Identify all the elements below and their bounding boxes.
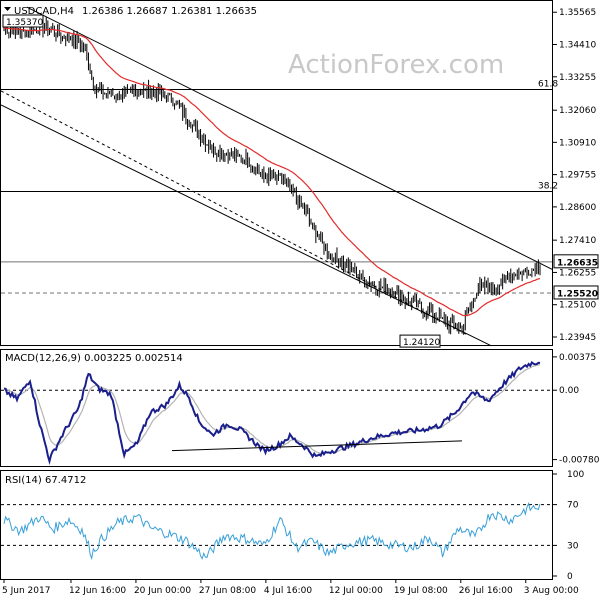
- price-label-text: 1.26635: [557, 258, 598, 268]
- rsi-line: [3, 502, 541, 561]
- price-label-box: [553, 285, 599, 300]
- macd-trendline: [171, 440, 463, 452]
- price-annotation-box: [2, 14, 44, 28]
- price-annotation-text: 1.35370: [6, 18, 43, 28]
- x-tick-label: 19 Jul 08:00: [394, 586, 448, 596]
- price-annotation-box: [399, 334, 441, 348]
- rsi-layer: [1, 502, 552, 561]
- channel-upper-line: [26, 6, 554, 271]
- x-tick-label: 5 Jun 2017: [2, 586, 50, 596]
- channel-lower-line: [0, 104, 492, 347]
- labels-layer: 61.8 38.2 1.26635 1.25520 1.35370 1.24120: [2, 14, 599, 348]
- rsi-tick-label: 100: [567, 470, 584, 480]
- macd-title: MACD(12,26,9) 0.003225 0.002514: [5, 353, 183, 364]
- macd-tick-label: 0.00: [559, 386, 579, 396]
- fib-level-label: 38.2: [538, 182, 558, 192]
- price-tick-label: 1.27410: [559, 236, 596, 246]
- rsi-tick-label: 30: [567, 541, 579, 551]
- price-tick-label: 1.32060: [559, 106, 596, 116]
- price-tick-label: 1.25100: [559, 301, 596, 311]
- triangle-down-icon[interactable]: [4, 7, 11, 11]
- x-tick-label: 20 Jun 00:00: [134, 586, 191, 596]
- rsi-title: RSI(14) 67.4712: [5, 475, 86, 486]
- rsi-tick-label: 70: [567, 501, 579, 511]
- ema-layer: [3, 27, 541, 317]
- macd-tick-label: -0.007802: [559, 456, 600, 466]
- price-tick-label: 1.30910: [559, 138, 596, 148]
- axes-layer: 1.35565 1.34410 1.33255 1.32060 1.30910 1.297…: [2, 8, 600, 596]
- rsi-tick-label: 0: [567, 572, 573, 582]
- x-tick-label: 27 Jun 08:00: [199, 586, 256, 596]
- x-tick-label: 3 Aug 00:00: [524, 586, 579, 596]
- x-tick-label: 4 Jul 16:00: [264, 586, 313, 596]
- price-panel: [0, 0, 553, 346]
- watermark: ActionForex.com: [288, 50, 504, 80]
- price-annotation-text: 1.24120: [403, 338, 440, 348]
- x-tick-label: 26 Jul 16:00: [459, 586, 513, 596]
- x-tick-label: 12 Jul 00:00: [329, 586, 383, 596]
- price-label-text: 1.25520: [557, 289, 598, 299]
- price-label-box: [553, 254, 599, 269]
- price-bars: [3, 17, 541, 335]
- macd-line: [3, 360, 541, 466]
- price-tick-label: 1.33255: [559, 73, 596, 83]
- price-tick-label: 1.28600: [559, 203, 596, 213]
- price-tick-label: 1.23945: [559, 333, 596, 343]
- fib-level-label: 61.8: [538, 80, 558, 90]
- price-tick-label: 1.26255: [559, 268, 596, 278]
- ema-line: [3, 27, 541, 317]
- symbol-label: USDCAD,H4: [14, 6, 74, 17]
- x-tick-label: 12 Jun 16:00: [69, 586, 126, 596]
- macd-layer: [1, 360, 552, 466]
- ohlc-readout: 1.26386 1.26687 1.26381 1.26635: [82, 6, 257, 17]
- price-tick-label: 1.35565: [559, 8, 596, 18]
- price-tick-label: 1.34410: [559, 41, 596, 51]
- price-tick-label: 1.29755: [559, 171, 596, 181]
- macd-tick-label: 0.00375: [559, 353, 596, 363]
- rsi-panel: [0, 470, 553, 580]
